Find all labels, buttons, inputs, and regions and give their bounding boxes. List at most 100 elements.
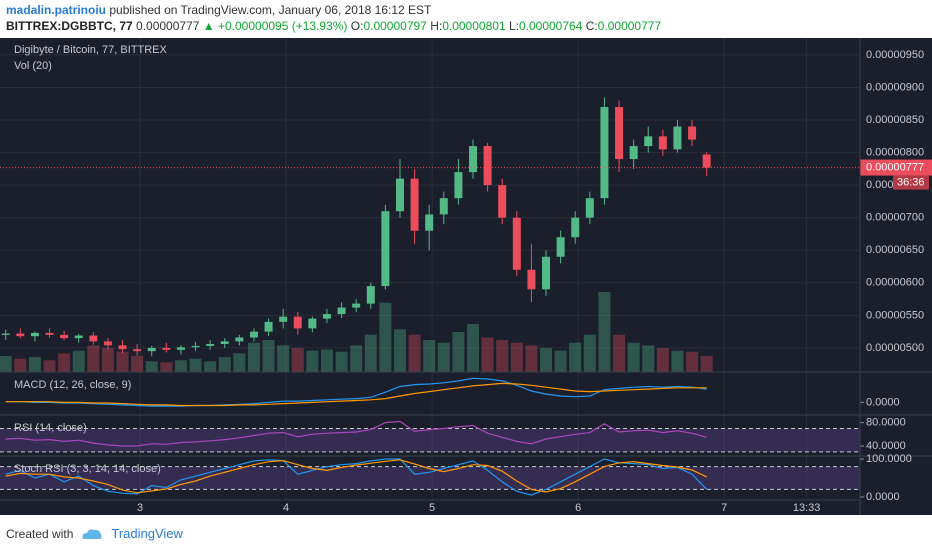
volume-bar [247, 342, 260, 372]
candle-body [512, 217, 521, 270]
candle-body [629, 146, 638, 160]
candle-body [235, 337, 244, 342]
ohlc-label: C: [585, 19, 598, 33]
volume-bar [14, 358, 27, 372]
volume-bar [291, 348, 304, 372]
logo-icon[interactable] [81, 527, 103, 541]
volume-bar [598, 292, 611, 372]
price-tag-label: 0.00000777 [866, 161, 924, 173]
candle-body [293, 316, 302, 329]
volume-bar [656, 348, 669, 372]
candle-body [615, 107, 624, 160]
volume-bar [671, 350, 684, 372]
candle-body [352, 303, 361, 308]
volume-bar [72, 350, 85, 372]
y-tick-label: 0.0000 [866, 491, 900, 503]
volume-bar [0, 356, 12, 372]
x-tick-label: 6 [575, 502, 581, 514]
candle-body [191, 345, 200, 348]
candle-body [527, 269, 536, 290]
candle-body [45, 332, 54, 335]
volume-bar [189, 358, 202, 372]
change: ▲ +0.00000095 (+13.93%) [202, 19, 348, 33]
candle-body [410, 178, 419, 231]
volume-bar [408, 334, 421, 372]
y-tick-label: 0.00000900 [866, 81, 924, 93]
y-tick-label: 100.0000 [866, 453, 912, 465]
candle-body [644, 136, 653, 147]
y-tick-label: 0.00000650 [866, 244, 924, 256]
volume-bar [510, 342, 523, 372]
published: published on TradingView.com, January 06… [109, 3, 432, 17]
y-tick-label: 0.00000950 [866, 49, 924, 61]
x-tick-label: 13:33 [793, 502, 821, 514]
volume-bar [218, 357, 231, 372]
volume-bar [306, 350, 319, 372]
y-tick-label: 40.0000 [866, 440, 906, 452]
price: 0.00000777 [136, 19, 200, 33]
x-tick-label: 5 [429, 502, 435, 514]
candle-body [30, 332, 39, 337]
volume-bar [262, 340, 275, 372]
volume-bar [116, 351, 129, 372]
y-tick-label: 80.0000 [866, 417, 906, 429]
indicator-line [5, 458, 708, 496]
candle-body [103, 341, 112, 346]
volume-bar [642, 345, 655, 372]
candle-body [571, 217, 580, 238]
footer: Created with TradingView [6, 526, 183, 541]
volume-bar [540, 348, 553, 372]
pane-title: Vol (20) [14, 60, 52, 72]
candle-body [60, 334, 69, 339]
ohlc-value: 0.00000764 [518, 19, 583, 33]
ohlc-value: 0.00000777 [597, 19, 662, 33]
countdown: 36:36 [897, 176, 925, 188]
candle-body [206, 344, 215, 346]
candle-body [600, 107, 609, 199]
pane-title: Stoch RSI (3, 3, 14, 14, close) [14, 463, 161, 475]
candle-body [74, 335, 83, 339]
volume-bar [496, 340, 509, 372]
y-tick-label: 0.00000850 [866, 114, 924, 126]
indicator-line [5, 459, 707, 494]
candle-body [322, 314, 331, 319]
volume-bar [160, 362, 173, 372]
pane-title: Digibyte / Bitcoin, 77, BITTREX [14, 44, 167, 56]
volume-bar [554, 350, 567, 372]
volume-bar [145, 361, 158, 372]
volume-bar [452, 332, 465, 372]
x-tick-label: 7 [721, 502, 727, 514]
symbol: BITTREX:DGBBTC, 77 [6, 19, 133, 33]
volume-bar [467, 324, 480, 372]
candle-body [16, 333, 25, 337]
volume-bar [364, 334, 377, 372]
ohlc-label: O: [350, 19, 364, 33]
candle-body [688, 126, 697, 140]
x-tick-label: 3 [137, 502, 143, 514]
band [0, 428, 860, 452]
candle-body [673, 126, 682, 150]
volume-bar [320, 349, 333, 372]
candle-body [702, 154, 711, 168]
brand[interactable]: TradingView [111, 526, 183, 541]
x-tick-label: 4 [283, 502, 289, 514]
candle-body [279, 316, 288, 322]
volume-bar [379, 302, 392, 372]
candle-body [425, 214, 434, 231]
author[interactable]: madalin.patrinoiu [6, 3, 107, 17]
y-tick-label: 0.00000500 [866, 342, 924, 354]
chart: 3 4 5 6 7 13:33 0.00000950 0.00000900 0.00000850… [0, 38, 932, 515]
volume-bar [525, 345, 538, 372]
y-tick-label: 0.0000 [866, 396, 900, 408]
candle-body [308, 318, 317, 329]
candle-body [542, 256, 551, 290]
candle-body [469, 146, 478, 173]
ohlc-label: L: [508, 19, 519, 33]
candle-body [1, 333, 10, 335]
volume-bar [423, 340, 436, 372]
indicator-line [5, 382, 707, 407]
background [0, 38, 932, 515]
candle-body [585, 198, 594, 218]
ohlc: O:0.00000797 H:0.00000801 L:0.00000764 C… [351, 19, 661, 33]
